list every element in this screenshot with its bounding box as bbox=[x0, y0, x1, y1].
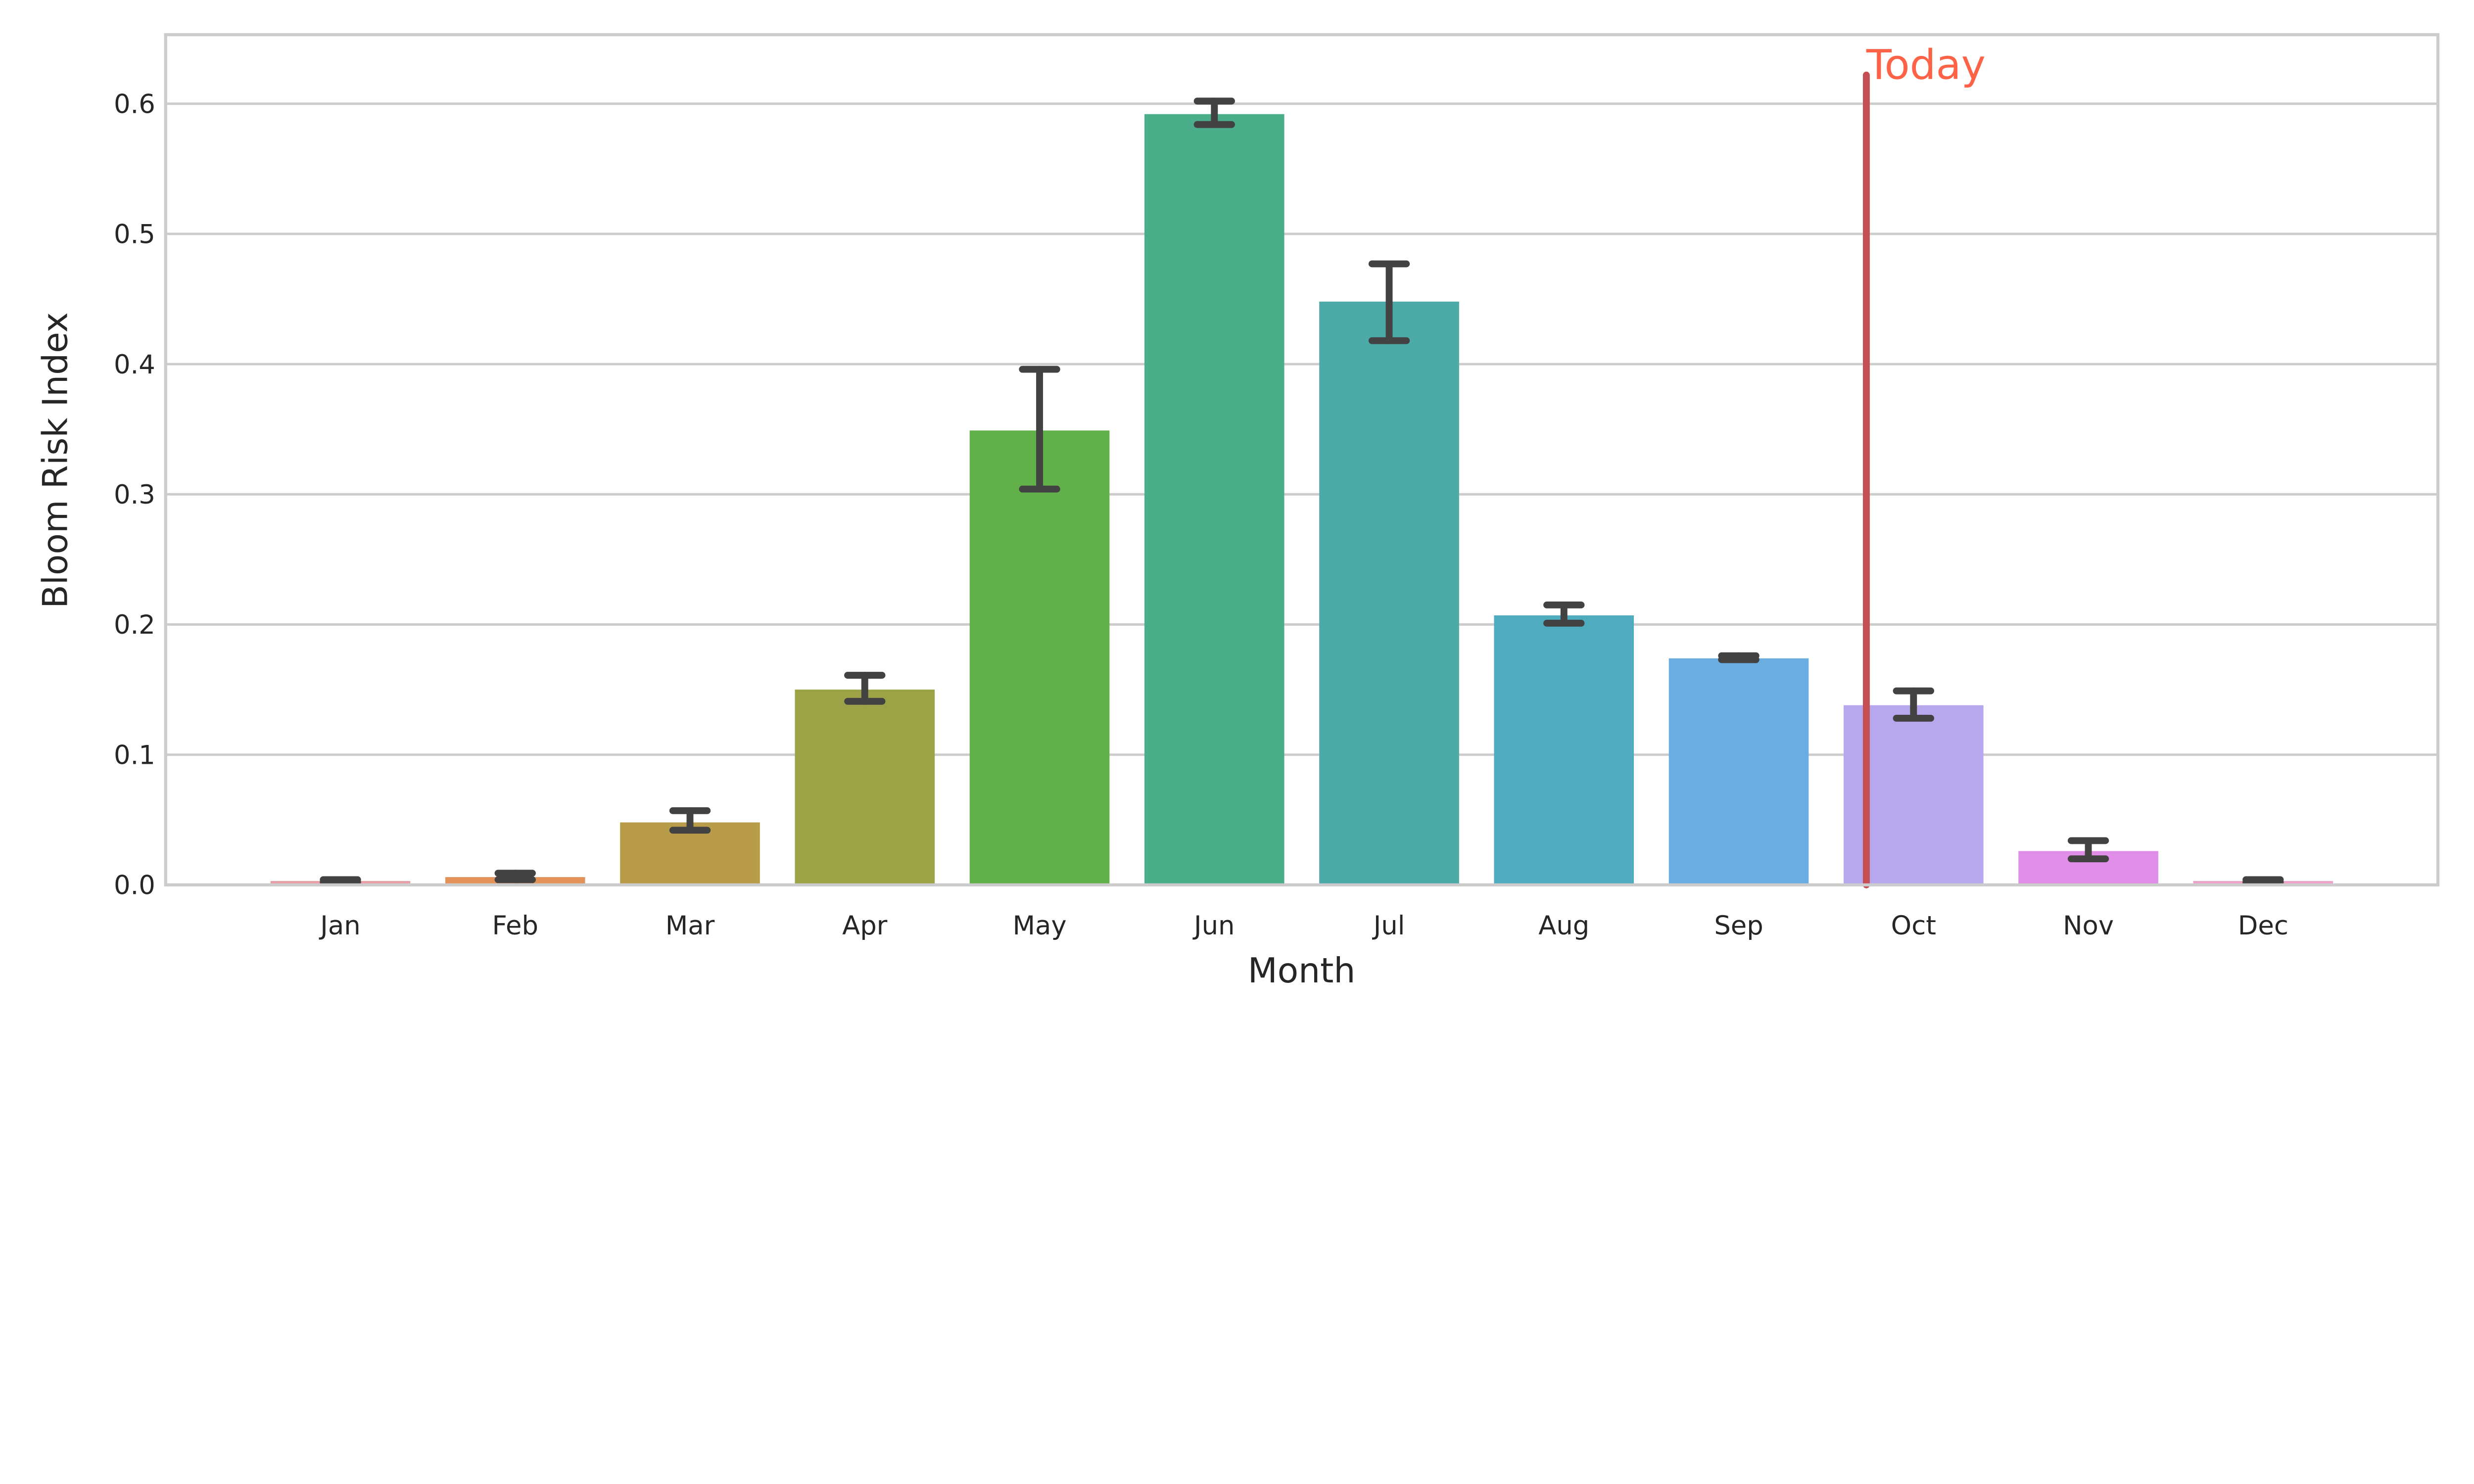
bar-may bbox=[969, 430, 1110, 885]
today-label: Today bbox=[1866, 41, 1986, 89]
x-tick-label: Mar bbox=[666, 911, 715, 941]
error-bar-nov bbox=[2067, 837, 2109, 863]
error-bar-mar bbox=[669, 807, 711, 834]
error-bar-sep bbox=[1718, 652, 1760, 663]
x-tick-label: May bbox=[1012, 911, 1066, 941]
y-tick-label: 0.3 bbox=[114, 480, 155, 510]
gridlines bbox=[165, 102, 2438, 886]
x-axis-label: Month bbox=[1248, 951, 1356, 991]
x-tick-label: Feb bbox=[492, 911, 538, 941]
bloom-risk-chart: 0.0 0.1 0.2 0.3 0.4 0.5 0.6 Jan Feb Mar Apr May Jun… bbox=[36, 33, 2440, 991]
y-axis-label: Bloom Risk Index bbox=[36, 312, 75, 608]
error-bar-feb bbox=[494, 870, 536, 883]
x-tick-label: Dec bbox=[2238, 911, 2288, 941]
bar-aug bbox=[1494, 615, 1634, 885]
error-bar-apr bbox=[844, 672, 886, 705]
error-bar-jan bbox=[320, 876, 361, 886]
x-tick-label: Nov bbox=[2063, 911, 2114, 941]
bar-jul bbox=[1319, 301, 1459, 885]
error-bar-jun bbox=[1193, 97, 1235, 128]
y-tick-label: 0.0 bbox=[114, 871, 155, 901]
error-bar-jul bbox=[1368, 260, 1410, 344]
x-tick-label: Apr bbox=[842, 911, 888, 941]
bar-jun bbox=[1144, 114, 1285, 885]
error-bar-dec bbox=[2242, 876, 2284, 886]
bar-apr bbox=[795, 690, 935, 885]
x-tick-label: Sep bbox=[1714, 911, 1763, 941]
x-tick-label: Aug bbox=[1538, 911, 1589, 941]
y-tick-label: 0.5 bbox=[114, 220, 155, 250]
error-bar-oct bbox=[1893, 687, 1934, 722]
x-tick-label: Oct bbox=[1891, 911, 1936, 941]
x-tick-label: Jul bbox=[1372, 911, 1405, 941]
x-tick-label: Jun bbox=[1192, 911, 1235, 941]
error-bar-aug bbox=[1543, 602, 1585, 627]
x-tick-labels: Jan Feb Mar Apr May Jun Jul Aug Sep Oct Nov Dec bbox=[319, 911, 2288, 941]
error-bars bbox=[320, 97, 2284, 886]
y-tick-labels: 0.0 0.1 0.2 0.3 0.4 0.5 0.6 bbox=[114, 89, 155, 900]
x-tick-label: Jan bbox=[319, 911, 360, 941]
y-tick-label: 0.2 bbox=[114, 610, 155, 640]
bar-sep bbox=[1668, 658, 1809, 885]
y-tick-label: 0.1 bbox=[114, 740, 155, 770]
plot-frame bbox=[164, 33, 2440, 887]
y-tick-label: 0.4 bbox=[114, 350, 155, 380]
error-bar-may bbox=[1019, 366, 1060, 493]
bars bbox=[270, 114, 2333, 885]
y-tick-label: 0.6 bbox=[114, 89, 155, 119]
